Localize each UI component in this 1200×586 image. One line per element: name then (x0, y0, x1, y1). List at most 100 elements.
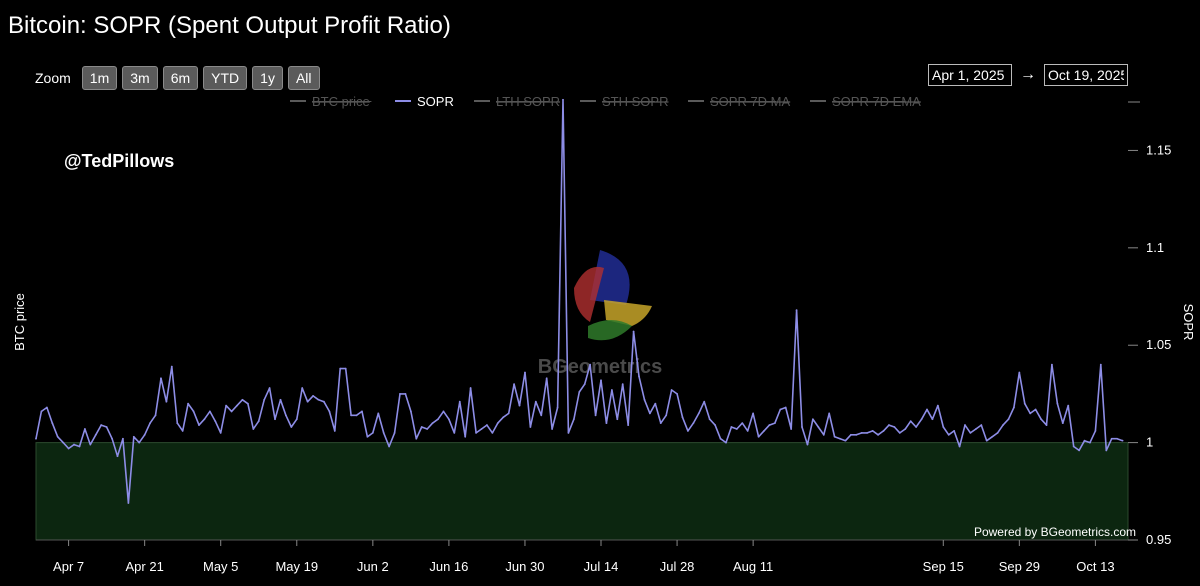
sopr-point-178 (1002, 424, 1004, 426)
zoom-all-button[interactable]: All (287, 66, 320, 90)
sopr-point-91 (529, 426, 532, 428)
sopr-point-140 (795, 309, 798, 312)
range-to-input[interactable] (1044, 64, 1128, 86)
sopr-point-92 (534, 400, 537, 403)
sopr-point-180 (1013, 406, 1015, 409)
x-tick-label-5: Jun 16 (429, 559, 468, 574)
sopr-point-198 (1110, 437, 1113, 440)
sopr-point-147 (833, 435, 836, 438)
sopr-point-131 (746, 430, 749, 432)
sopr-point-35 (225, 404, 228, 407)
sopr-point-53 (323, 400, 325, 403)
sopr-point-196 (1099, 363, 1102, 366)
sopr-point-113 (649, 412, 651, 415)
sopr-point-3 (51, 422, 54, 425)
sopr-point-81 (475, 431, 477, 434)
sopr-point-55 (333, 430, 336, 432)
y-tick-label-0: 0.95 (1146, 532, 1171, 547)
sopr-point-60 (361, 410, 363, 413)
sopr-point-44 (274, 418, 276, 421)
sopr-point-191 (1072, 445, 1075, 448)
sopr-point-18 (132, 435, 135, 438)
page-title: Bitcoin: SOPR (Spent Output Profit Ratio… (8, 12, 451, 39)
sopr-point-74 (437, 418, 439, 421)
sopr-point-162 (915, 426, 918, 428)
zoom-controls: Zoom 1m 3m 6m YTD 1y All (35, 66, 320, 90)
sopr-point-132 (752, 412, 755, 415)
sopr-point-96 (556, 406, 559, 409)
sopr-point-93 (540, 414, 543, 417)
sopr-point-36 (230, 410, 233, 413)
sopr-point-181 (1018, 371, 1021, 374)
sopr-point-20 (143, 433, 146, 436)
zoom-1m-button[interactable]: 1m (81, 66, 118, 90)
sopr-point-155 (877, 433, 879, 436)
x-tick-label-1: Apr 21 (126, 559, 164, 574)
below-one-rect (35, 442, 1129, 541)
sopr-point-33 (214, 420, 217, 423)
sopr-point-163 (920, 418, 923, 421)
sopr-point-105 (605, 422, 608, 425)
sopr-point-10 (89, 443, 92, 446)
zoom-1y-button[interactable]: 1y (252, 66, 283, 90)
sopr-point-62 (371, 431, 374, 434)
sopr-point-174 (980, 424, 983, 426)
sopr-point-166 (936, 404, 939, 407)
sopr-point-190 (1067, 404, 1070, 407)
sopr-point-173 (974, 428, 977, 430)
sopr-point-197 (1105, 449, 1108, 452)
sopr-point-185 (1040, 418, 1042, 421)
sopr-point-57 (344, 367, 347, 370)
logo-yellow-shape (604, 300, 652, 326)
sopr-point-184 (1034, 408, 1037, 411)
sopr-point-122 (697, 412, 700, 415)
sopr-point-141 (801, 426, 803, 428)
sopr-point-123 (703, 400, 706, 403)
sopr-point-110 (632, 330, 635, 333)
sopr-point-187 (1051, 363, 1053, 366)
sopr-point-76 (447, 418, 450, 421)
range-from-input[interactable] (928, 64, 1012, 86)
sopr-point-164 (926, 408, 928, 411)
zoom-6m-button[interactable]: 6m (162, 66, 199, 90)
sopr-point-47 (290, 426, 293, 428)
zoom-ytd-button[interactable]: YTD (203, 66, 248, 90)
x-tick-label-2: May 5 (203, 559, 238, 574)
zoom-3m-button[interactable]: 3m (122, 66, 158, 90)
sopr-point-199 (1116, 437, 1119, 440)
sopr-point-12 (100, 424, 103, 426)
sopr-point-134 (763, 430, 765, 432)
sopr-point-169 (953, 430, 956, 432)
logo-blue-shape (590, 250, 630, 305)
sopr-point-11 (94, 433, 97, 436)
sopr-point-179 (1007, 418, 1010, 421)
sopr-point-144 (817, 426, 820, 428)
sopr-point-59 (355, 414, 358, 417)
sopr-point-75 (442, 410, 445, 413)
sopr-point-154 (871, 430, 874, 432)
sopr-point-120 (687, 430, 689, 432)
sopr-point-84 (491, 431, 494, 434)
bgeometrics-logo-icon (574, 250, 652, 341)
sopr-point-200 (1121, 439, 1124, 442)
sopr-point-168 (947, 433, 950, 436)
sopr-point-38 (241, 398, 244, 401)
sopr-point-103 (594, 414, 597, 417)
sopr-point-41 (257, 420, 260, 423)
sopr-point-1 (40, 410, 43, 413)
sopr-point-175 (985, 439, 988, 442)
sopr-point-48 (295, 418, 298, 421)
sopr-point-148 (839, 437, 841, 440)
sopr-point-21 (149, 422, 151, 425)
sopr-point-69 (409, 410, 412, 413)
sopr-point-7 (73, 443, 75, 446)
sopr-point-90 (524, 371, 526, 374)
y-tick-label-4: 1.15 (1146, 142, 1171, 157)
sopr-point-16 (122, 437, 124, 440)
sopr-point-136 (773, 422, 776, 425)
sopr-point-14 (111, 437, 113, 440)
sopr-point-189 (1061, 422, 1064, 425)
sopr-point-170 (958, 445, 961, 448)
sopr-point-142 (806, 443, 809, 446)
sopr-point-157 (888, 424, 890, 426)
